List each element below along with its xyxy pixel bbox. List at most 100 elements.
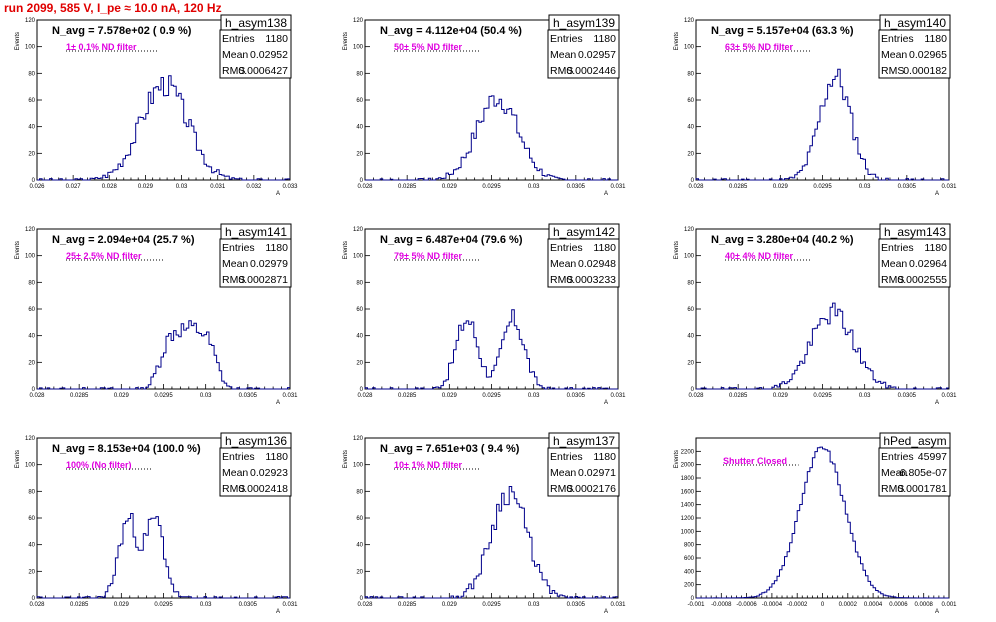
y-tick-label: 20 bbox=[356, 151, 363, 157]
stat-label-mean: Mean bbox=[550, 49, 576, 61]
x-tick-label: 0.031 bbox=[941, 393, 957, 399]
x-tick-label: -0.001 bbox=[687, 602, 705, 608]
x-tick-label: 0.03 bbox=[200, 602, 212, 608]
y-tick-label: 1200 bbox=[681, 516, 695, 522]
y-tick-label: 0 bbox=[360, 178, 364, 184]
x-tick-label: 0.0295 bbox=[154, 393, 173, 399]
histogram-name: hPed_asym bbox=[883, 434, 946, 448]
stats-box bbox=[219, 238, 292, 288]
stat-label-rms: RMS bbox=[550, 65, 573, 77]
y-tick-label: 60 bbox=[356, 98, 363, 104]
y-tick-label: 120 bbox=[353, 18, 364, 24]
y-tick-label: 100 bbox=[353, 45, 364, 51]
x-tick-label: 0.029 bbox=[773, 184, 789, 190]
histogram-panel-h_asym142: 0.028 0.0285 0.029 0.0295 0.03 0.0305 0.031 0 20… bbox=[343, 223, 626, 406]
x-tick-label: 0.031 bbox=[610, 602, 626, 608]
run-title: run 2099, 585 V, I_pe ≈ 10.0 nA, 120 Hz bbox=[4, 1, 222, 15]
y-tick-label: 40 bbox=[687, 334, 694, 340]
filter-label: 25± 2.5% ND filter bbox=[66, 251, 142, 261]
stat-label-rms: RMS bbox=[222, 65, 245, 77]
y-tick-label: 120 bbox=[25, 18, 36, 24]
x-tick-label: 0.029 bbox=[442, 602, 458, 608]
x-tick-label: 0.0285 bbox=[398, 184, 417, 190]
x-tick-label: 0.026 bbox=[29, 184, 45, 190]
stats-box bbox=[219, 447, 292, 497]
y-tick-label: 60 bbox=[687, 98, 694, 104]
stats-box bbox=[219, 29, 292, 79]
x-tick-label: 0.029 bbox=[138, 184, 154, 190]
x-tick-label: 0.0295 bbox=[813, 184, 832, 190]
y-tick-label: 1800 bbox=[681, 476, 695, 482]
stat-value-rms: 0.0002418 bbox=[238, 483, 288, 495]
stat-label-entries: Entries bbox=[881, 451, 914, 463]
x-tick-label: -0.0004 bbox=[762, 602, 783, 608]
x-tick-label: 0.0285 bbox=[729, 393, 748, 399]
filter-label: 10± 1% ND filter bbox=[394, 460, 462, 470]
stat-label-mean: Mean bbox=[222, 49, 248, 61]
y-axis-title: Events bbox=[15, 241, 21, 259]
y-tick-label: 0 bbox=[360, 596, 364, 602]
stat-value-mean: 0.02971 bbox=[578, 467, 616, 479]
stat-value-entries: 45997 bbox=[918, 451, 947, 463]
x-tick-label: 0.029 bbox=[114, 393, 130, 399]
y-tick-label: 80 bbox=[356, 280, 363, 286]
stat-value-rms: 0.0001781 bbox=[897, 483, 947, 495]
x-tick-label: 0.031 bbox=[282, 602, 298, 608]
x-tick-label: 0.0285 bbox=[398, 602, 417, 608]
stat-value-mean: 0.02965 bbox=[909, 49, 947, 61]
stats-box bbox=[547, 238, 620, 288]
stat-label-mean: Mean bbox=[222, 258, 248, 270]
y-tick-label: 400 bbox=[684, 569, 695, 575]
stat-value-entries: 1180 bbox=[593, 242, 616, 254]
y-tick-label: 40 bbox=[28, 125, 35, 131]
x-tick-label: 0.029 bbox=[114, 602, 130, 608]
y-tick-label: 40 bbox=[28, 543, 35, 549]
n-avg-label: N_avg = 5.157e+04 (63.3 %) bbox=[711, 25, 854, 37]
x-axis-title: A bbox=[935, 400, 939, 406]
stat-value-mean: 0.02979 bbox=[250, 258, 288, 270]
filter-label: Shutter Closed bbox=[723, 456, 787, 466]
y-tick-label: 60 bbox=[356, 516, 363, 522]
x-tick-label: 0.028 bbox=[688, 393, 704, 399]
x-tick-label: 0.029 bbox=[773, 393, 789, 399]
y-tick-label: 120 bbox=[684, 227, 695, 233]
x-tick-label: 0.0285 bbox=[398, 393, 417, 399]
x-tick-label: 0.028 bbox=[102, 184, 118, 190]
y-tick-label: 80 bbox=[687, 71, 694, 77]
x-tick-label: 0.027 bbox=[66, 184, 82, 190]
filter-label: 50± 5% ND filter bbox=[394, 42, 462, 52]
y-tick-label: 80 bbox=[356, 489, 363, 495]
x-tick-label: 0.03 bbox=[528, 602, 540, 608]
stat-value-mean: 0.02952 bbox=[250, 49, 288, 61]
x-tick-label: 0.0006 bbox=[889, 602, 908, 608]
x-tick-label: 0.0305 bbox=[239, 393, 258, 399]
stat-label-mean: Mean bbox=[881, 258, 907, 270]
x-tick-label: 0.03 bbox=[859, 184, 871, 190]
stat-value-mean: 0.02957 bbox=[578, 49, 616, 61]
n-avg-label: N_avg = 3.280e+04 (40.2 %) bbox=[711, 234, 854, 246]
x-tick-label: 0.031 bbox=[610, 184, 626, 190]
y-tick-label: 60 bbox=[356, 307, 363, 313]
stat-label-rms: RMS bbox=[881, 483, 904, 495]
y-tick-label: 60 bbox=[687, 307, 694, 313]
histogram-line bbox=[696, 446, 949, 599]
x-tick-label: 0.0002 bbox=[839, 602, 858, 608]
y-axis-title: Events bbox=[674, 32, 680, 50]
x-tick-label: 0.0285 bbox=[70, 602, 89, 608]
y-tick-label: 0 bbox=[691, 178, 695, 184]
stat-label-rms: RMS bbox=[222, 274, 245, 286]
y-tick-label: 1600 bbox=[681, 489, 695, 495]
y-tick-label: 100 bbox=[353, 463, 364, 469]
stat-value-entries: 1180 bbox=[924, 33, 947, 45]
y-tick-label: 100 bbox=[25, 463, 36, 469]
x-tick-label: 0.001 bbox=[941, 602, 957, 608]
x-tick-label: 0.03 bbox=[176, 184, 188, 190]
histogram-line bbox=[696, 302, 949, 390]
histogram-panel-h_asym138: 0.026 0.027 0.028 0.029 0.03 0.031 0.032 0.033 0… bbox=[15, 14, 298, 197]
n-avg-label: N_avg = 4.112e+04 (50.4 %) bbox=[380, 25, 522, 37]
x-tick-label: 0.0295 bbox=[482, 184, 501, 190]
stats-box bbox=[878, 238, 951, 288]
y-tick-label: 200 bbox=[684, 583, 695, 589]
stat-value-rms: 0.000182 bbox=[903, 65, 947, 77]
x-tick-label: 0.031 bbox=[282, 393, 298, 399]
